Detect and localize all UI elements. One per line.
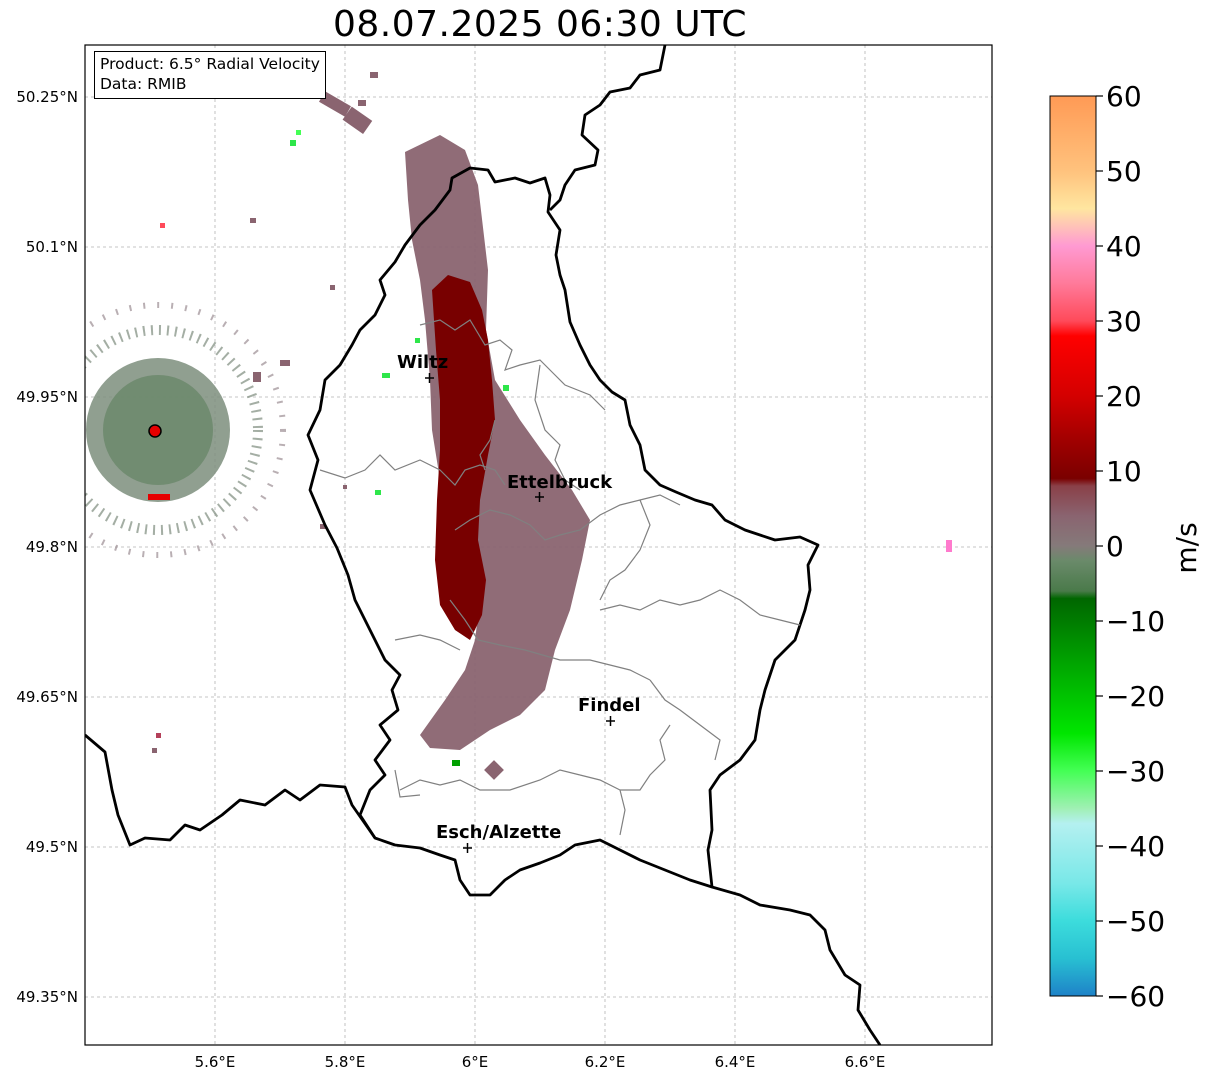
lon-label: 6.4°E (715, 1053, 756, 1071)
scattered-echoes (148, 72, 952, 780)
city-label-ettelbruck: Ettelbruck (507, 472, 613, 493)
colorbar-tick-label: 60 (1106, 80, 1142, 113)
lon-label: 5.8°E (325, 1053, 366, 1071)
colorbar-tick-label: −60 (1106, 980, 1165, 1013)
esch-marker (463, 843, 472, 853)
colorbar-tick-label: −10 (1106, 605, 1165, 638)
lat-label: 49.8°N (26, 538, 78, 556)
radar-site-marker (148, 424, 162, 438)
colorbar-tick-label: 20 (1106, 380, 1142, 413)
colorbar-tick-label: −40 (1106, 830, 1165, 863)
lon-label: 6.2°E (585, 1053, 626, 1071)
lat-label: 50.25°N (16, 88, 78, 106)
lon-label: 6°E (462, 1053, 489, 1071)
product-info-box: Product: 6.5° Radial Velocity Data: RMIB (94, 51, 326, 99)
map-border (84, 44, 993, 1046)
city-markers (425, 373, 615, 853)
product-label: Product: 6.5° Radial Velocity (100, 55, 320, 73)
colorbar-ticks: 60 50 40 30 20 10 0 −10 −20 −30 −40 −50 −60 (1096, 80, 1165, 1013)
canton-borders (319, 319, 801, 836)
lon-label: 5.6°E (195, 1053, 236, 1071)
border-south-east (711, 885, 882, 1045)
lat-label: 49.5°N (26, 838, 78, 856)
echo-band-core (432, 275, 495, 640)
radar-clutter-ring (85, 302, 286, 558)
colorbar-tick-label: 40 (1106, 230, 1142, 263)
city-label-wiltz: Wiltz (397, 352, 448, 373)
border-west (85, 733, 377, 847)
data-source-label: Data: RMIB (100, 75, 187, 93)
lon-labels: 5.6°E 5.8°E 6°E 6.2°E 6.4°E 6.6°E (195, 1053, 886, 1071)
colorbar-tick-label: 50 (1106, 155, 1142, 188)
lon-label: 6.6°E (845, 1053, 886, 1071)
colorbar-tick-label: 30 (1106, 305, 1142, 338)
findel-marker (606, 716, 615, 726)
colorbar-gradient (1049, 95, 1097, 997)
colorbar-tick-label: 10 (1106, 455, 1142, 488)
lat-labels: 50.25°N 50.1°N 49.95°N 49.8°N 49.65°N 49… (16, 88, 78, 1006)
colorbar-tick-label: −50 (1106, 905, 1165, 938)
colorbar-tick-label: −20 (1106, 680, 1165, 713)
colorbar-tick-label: −30 (1106, 755, 1165, 788)
wiltz-marker (425, 373, 434, 383)
lat-label: 49.65°N (16, 688, 78, 706)
city-label-esch: Esch/Alzette (436, 822, 561, 843)
lat-label: 50.1°N (26, 238, 78, 256)
city-label-findel: Findel (578, 695, 641, 716)
ettelbruck-marker (535, 492, 544, 502)
lat-label: 49.95°N (16, 388, 78, 406)
gridlines (85, 45, 992, 1045)
colorbar-unit-label: m/s (1170, 522, 1203, 573)
map-title: 08.07.2025 06:30 UTC (332, 4, 748, 45)
colorbar: 60 50 40 30 20 10 0 −10 −20 −30 −40 −50 −60 m/s (1049, 80, 1203, 1013)
colorbar-tick-label: 0 (1106, 530, 1124, 563)
border-east (549, 45, 667, 211)
lat-label: 49.35°N (16, 988, 78, 1006)
country-border (306, 166, 820, 897)
